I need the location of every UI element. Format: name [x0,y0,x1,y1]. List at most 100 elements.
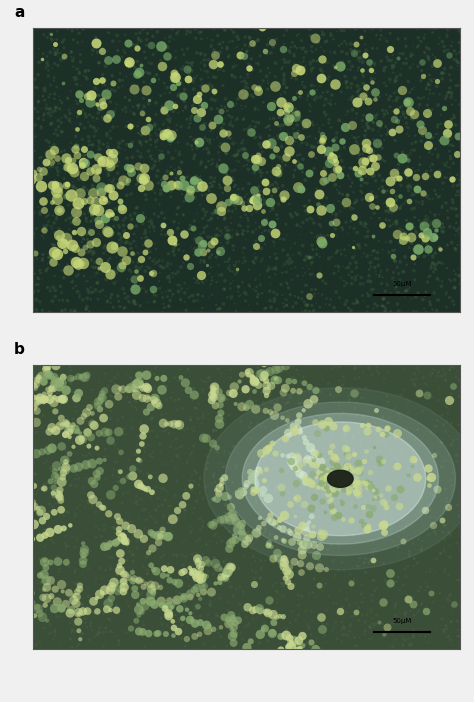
Point [412,435,419,446]
Point [287,242,294,253]
Point [88,204,95,216]
Point [111,537,118,548]
Point [349,209,357,220]
Point [425,212,432,223]
Point [347,482,355,494]
Point [398,289,406,300]
Point [427,505,434,516]
Point [395,159,402,170]
Point [421,46,428,58]
Point [283,576,290,587]
Point [119,175,127,186]
Point [190,95,198,107]
Point [429,251,437,263]
Point [195,479,203,491]
Point [137,494,145,505]
Point [176,280,183,291]
Point [197,57,204,68]
Point [246,62,253,74]
Point [417,36,425,47]
Point [374,253,382,265]
Point [248,371,255,383]
Point [231,72,239,83]
Point [351,404,358,415]
Point [98,37,105,48]
Point [419,219,427,230]
Point [251,36,259,47]
Point [27,497,35,508]
Point [254,242,261,253]
Point [201,639,208,650]
Point [332,453,339,465]
Point [410,560,418,571]
Point [431,512,439,524]
Point [32,131,39,142]
Point [72,257,80,268]
Point [256,51,264,62]
Point [454,630,461,642]
Point [107,489,115,501]
Point [407,113,415,124]
Point [110,193,118,204]
Point [350,100,357,112]
Point [350,187,357,198]
Point [239,585,247,597]
Point [136,272,144,284]
Point [180,179,187,190]
Point [225,512,233,523]
Point [346,201,354,213]
Point [102,219,109,230]
Point [265,568,273,579]
Point [426,460,433,471]
Point [209,208,216,219]
Point [373,492,381,503]
Point [336,292,343,303]
Point [452,568,460,579]
Point [415,289,422,300]
Point [361,628,369,640]
Point [159,524,166,536]
Point [92,177,100,188]
Point [99,536,107,548]
Point [38,170,46,181]
Point [306,635,313,646]
Point [324,486,332,497]
Point [285,368,293,379]
Point [70,227,78,238]
Point [62,444,69,455]
Point [138,366,146,377]
Point [312,385,320,396]
Point [172,461,179,472]
Point [113,276,120,287]
Point [230,244,237,256]
Point [293,415,301,426]
Point [227,212,235,223]
Point [75,458,83,470]
Point [235,282,242,293]
Point [123,139,130,150]
Point [60,34,68,46]
Point [431,52,439,63]
Point [222,148,230,159]
Point [396,256,404,267]
Point [421,69,429,81]
Point [335,400,343,411]
Point [80,182,88,193]
Point [138,283,146,294]
Point [268,218,276,230]
Point [435,395,442,406]
Point [360,529,367,540]
Point [376,515,383,526]
Point [72,542,79,553]
Point [36,504,44,515]
Point [260,217,267,228]
Point [100,194,108,205]
Point [293,220,301,231]
Point [338,498,346,509]
Point [391,403,398,414]
Point [205,185,213,197]
Point [30,458,37,470]
Point [31,248,39,259]
Point [75,107,83,118]
Point [236,581,244,592]
